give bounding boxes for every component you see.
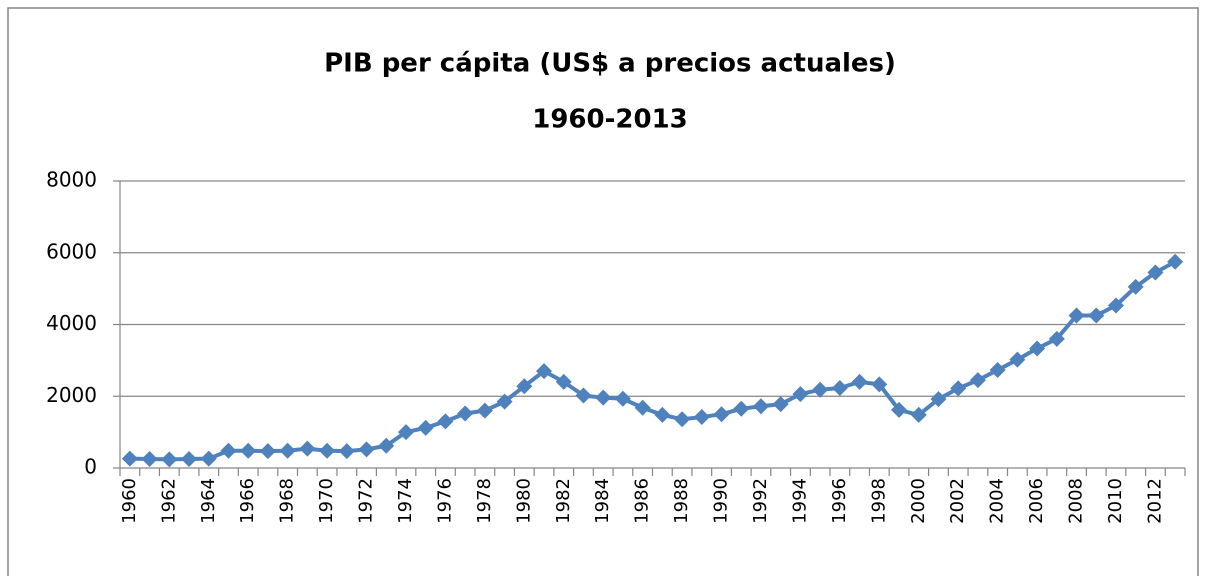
data-marker [1009,351,1026,368]
data-marker [1029,340,1046,357]
data-marker [1127,278,1144,295]
x-tick-label: 1984 [592,478,613,524]
data-marker [200,450,217,467]
data-marker [319,442,336,459]
x-tick-label: 2002 [947,478,968,524]
data-marker [378,437,395,454]
x-tick-label: 1986 [632,478,653,524]
data-marker [1107,297,1124,314]
data-marker [220,442,237,459]
x-tick-label: 2010 [1105,478,1126,524]
data-marker [457,405,474,422]
data-marker [713,406,730,423]
data-marker [851,373,868,390]
data-marker [831,379,848,396]
x-tick-label: 2004 [987,478,1008,524]
data-marker [812,381,829,398]
data-marker [299,440,316,457]
x-tick-label: 1974 [395,478,416,524]
data-marker [654,406,671,423]
x-tick-label: 2012 [1144,478,1165,524]
y-tick-label: 4000 [46,311,97,335]
x-tick-label: 1996 [829,478,850,524]
data-marker [516,378,533,395]
data-marker [969,372,986,389]
data-marker [358,441,375,458]
data-marker [555,373,572,390]
data-marker [989,362,1006,379]
data-marker [614,390,631,407]
data-marker [437,413,454,430]
data-marker [240,442,257,459]
data-marker [910,406,927,423]
x-tick-label: 1968 [277,478,298,524]
y-tick-label: 0 [84,455,97,479]
data-marker [930,391,947,408]
chart-frame [7,7,1199,576]
x-tick-label: 2000 [908,478,929,524]
data-marker [417,419,434,436]
data-marker [871,376,888,393]
data-marker [752,398,769,415]
x-tick-label: 1988 [671,478,692,524]
y-tick-label: 6000 [46,239,97,263]
data-marker [476,402,493,419]
data-marker [595,389,612,406]
x-tick-label: 1970 [316,478,337,524]
data-marker [259,443,276,460]
x-tick-label: 1960 [119,478,140,524]
x-tick-label: 1982 [553,478,574,524]
data-marker [1147,264,1164,281]
x-tick-label: 2006 [1026,478,1047,524]
data-marker [950,380,967,397]
data-marker [1068,307,1085,324]
x-tick-label: 1992 [750,478,771,524]
data-marker [634,399,651,416]
data-marker [141,451,158,468]
y-tick-label: 2000 [46,383,97,407]
data-marker [536,363,553,380]
data-marker [772,396,789,413]
x-tick-label: 1994 [789,478,810,524]
data-marker [496,393,513,410]
data-marker [121,450,138,467]
data-marker [733,400,750,417]
data-marker [1167,253,1184,270]
chart-title: PIB per cápita (US$ a precios actuales) [324,49,896,79]
data-marker [792,386,809,403]
x-tick-label: 1966 [237,478,258,524]
data-marker [1048,330,1065,347]
data-marker [693,409,710,426]
data-marker [575,387,592,404]
data-marker [279,442,296,459]
data-marker [891,401,908,418]
data-marker [1088,307,1105,324]
x-tick-label: 1972 [356,478,377,524]
x-tick-label: 1962 [158,478,179,524]
x-tick-label: 1976 [434,478,455,524]
y-tick-label: 8000 [46,168,97,192]
x-tick-label: 1964 [198,478,219,524]
data-marker [674,411,691,428]
x-tick-label: 1978 [474,478,495,524]
data-marker [161,451,178,468]
data-marker [397,424,414,441]
data-marker [338,443,355,460]
chart-subtitle: 1960-2013 [532,105,688,135]
data-marker [181,451,198,468]
x-tick-label: 2008 [1066,478,1087,524]
x-tick-label: 1998 [868,478,889,524]
x-tick-label: 1980 [513,478,534,524]
x-tick-label: 1990 [711,478,732,524]
